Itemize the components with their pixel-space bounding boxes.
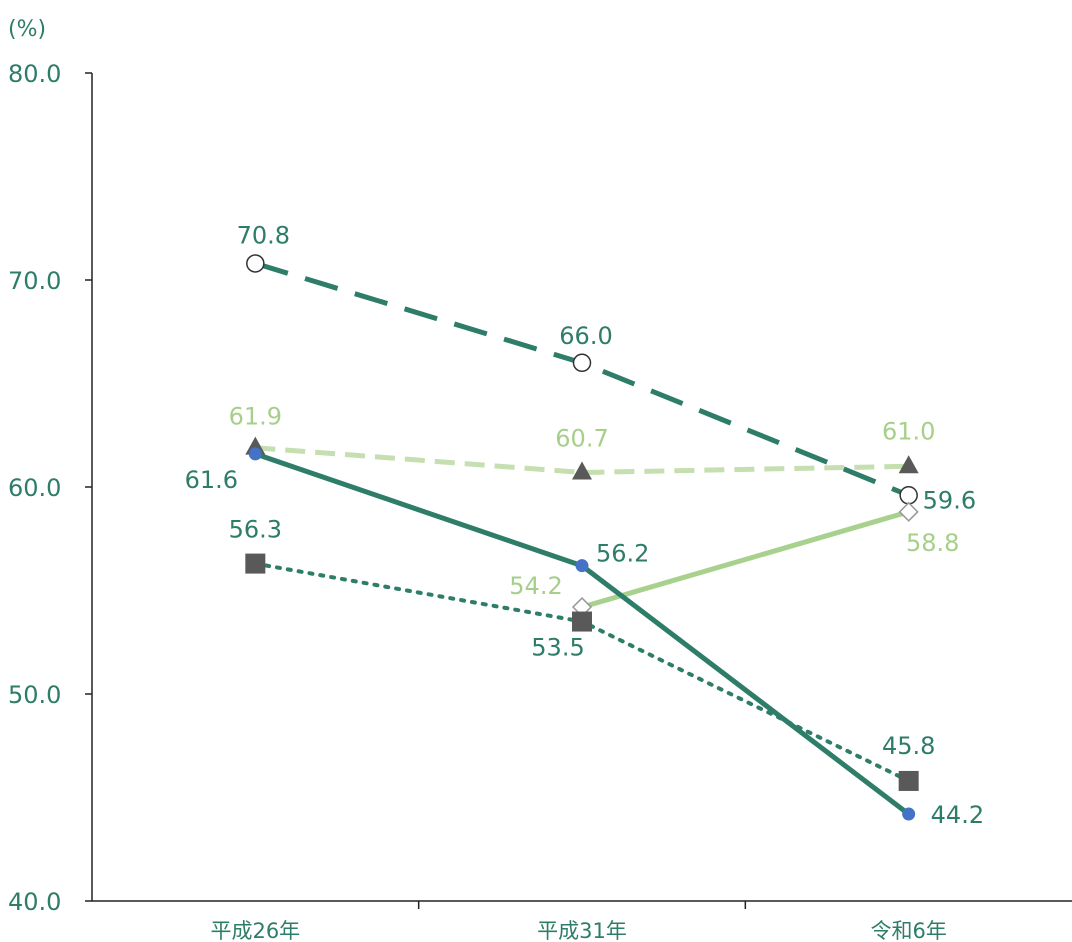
- axes: 80.0 70.0 60.0 50.0 40.0 平成26年 平成31年 令和6年: [8, 60, 1072, 942]
- y-tick-label: 80.0: [8, 60, 61, 88]
- data-label: 66.0: [559, 322, 612, 350]
- data-labels: 70.8 66.0 59.6 61.9 60.7 61.0 61.6 56.2 44.2 56.3…: [185, 221, 984, 829]
- data-point-marker: [572, 611, 592, 632]
- series-line: [254, 261, 910, 498]
- y-tick-label: 40.0: [8, 888, 61, 916]
- x-tick-label: 平成26年: [210, 919, 300, 942]
- data-label: 70.8: [237, 221, 290, 249]
- y-tick-label: 50.0: [8, 681, 61, 709]
- data-label: 54.2: [509, 572, 562, 600]
- data-label: 60.7: [555, 425, 608, 453]
- data-point-marker: [898, 455, 919, 474]
- data-point-marker: [902, 807, 916, 821]
- data-point-marker: [248, 447, 262, 461]
- series-line: [255, 445, 909, 476]
- data-label: 45.8: [882, 732, 935, 760]
- data-label: 56.3: [229, 516, 282, 544]
- data-label: 59.6: [923, 486, 976, 514]
- data-point-marker: [245, 553, 266, 574]
- data-point-marker: [898, 770, 919, 791]
- data-point-marker: [899, 486, 918, 505]
- data-point-marker: [572, 461, 592, 480]
- y-unit-label: (%): [8, 17, 46, 42]
- x-tick-label: 平成31年: [537, 919, 627, 942]
- data-label: 61.0: [882, 417, 935, 445]
- data-label: 61.9: [229, 403, 282, 431]
- series-line: [253, 561, 911, 783]
- data-point-marker: [572, 353, 592, 373]
- data-point-marker: [246, 254, 265, 273]
- data-label: 53.5: [531, 634, 584, 662]
- y-tick-label: 60.0: [8, 474, 61, 502]
- data-label: 44.2: [931, 801, 984, 829]
- data-point-marker: [575, 559, 589, 573]
- data-label: 58.8: [906, 529, 959, 557]
- series-line: [581, 509, 910, 610]
- y-tick-label: 70.0: [8, 267, 61, 295]
- data-label: 56.2: [596, 540, 649, 568]
- data-label: 61.6: [185, 466, 238, 494]
- series-markers: [245, 254, 919, 821]
- x-tick-label: 令和6年: [870, 919, 946, 942]
- data-point-marker: [898, 501, 919, 522]
